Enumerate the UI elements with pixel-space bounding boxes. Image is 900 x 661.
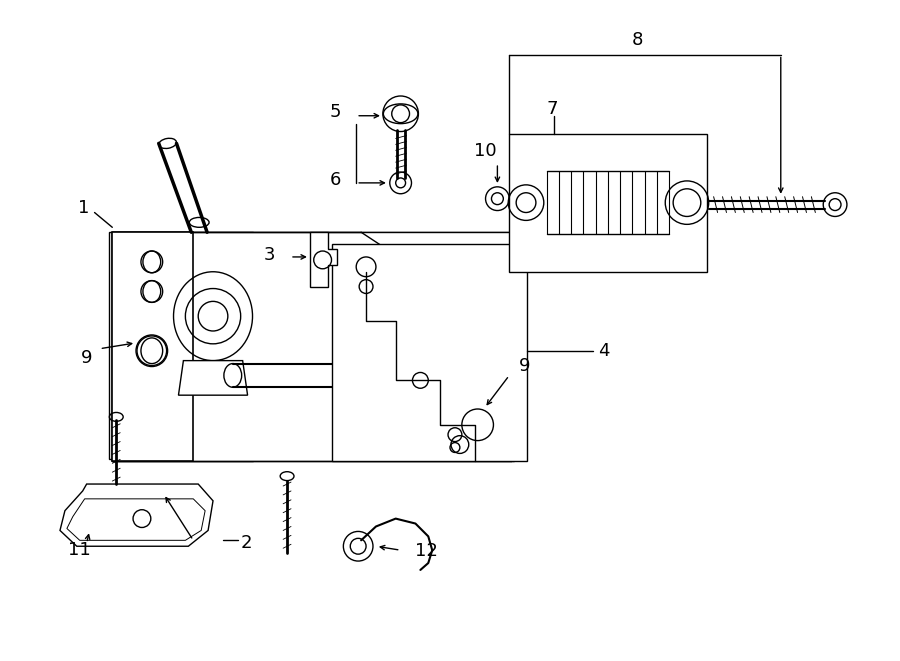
Text: 2: 2 bbox=[240, 534, 252, 553]
Polygon shape bbox=[331, 244, 527, 461]
Text: 10: 10 bbox=[474, 142, 497, 160]
Text: 7: 7 bbox=[547, 100, 558, 118]
Text: 3: 3 bbox=[264, 246, 275, 264]
Text: 9: 9 bbox=[81, 348, 93, 367]
Text: 1: 1 bbox=[78, 198, 89, 217]
Polygon shape bbox=[310, 232, 338, 287]
Polygon shape bbox=[112, 232, 194, 461]
Text: 5: 5 bbox=[330, 103, 341, 121]
Text: 11: 11 bbox=[68, 541, 91, 559]
Polygon shape bbox=[67, 499, 205, 540]
Text: 6: 6 bbox=[330, 171, 341, 189]
Text: 4: 4 bbox=[598, 342, 609, 360]
Polygon shape bbox=[60, 484, 213, 546]
Text: 12: 12 bbox=[416, 542, 438, 560]
Polygon shape bbox=[109, 232, 509, 459]
Polygon shape bbox=[178, 361, 248, 395]
Text: 9: 9 bbox=[519, 356, 531, 375]
Polygon shape bbox=[112, 232, 514, 461]
Circle shape bbox=[382, 96, 418, 132]
Text: 8: 8 bbox=[632, 30, 644, 49]
Polygon shape bbox=[112, 232, 253, 461]
Polygon shape bbox=[509, 134, 706, 272]
